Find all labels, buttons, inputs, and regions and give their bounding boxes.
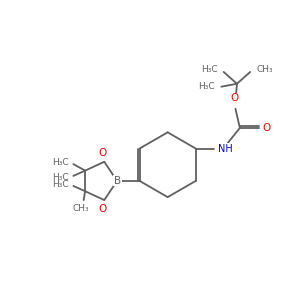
Text: NH: NH bbox=[218, 143, 232, 154]
Text: O: O bbox=[98, 148, 106, 158]
Text: CH₃: CH₃ bbox=[72, 205, 89, 214]
Text: O: O bbox=[98, 204, 106, 214]
Text: B: B bbox=[114, 176, 121, 186]
Text: CH₃: CH₃ bbox=[256, 64, 273, 74]
Text: O: O bbox=[263, 123, 271, 133]
Text: H₃C: H₃C bbox=[52, 180, 69, 189]
Text: H₃C: H₃C bbox=[52, 172, 69, 182]
Text: H₃C: H₃C bbox=[201, 64, 218, 74]
Text: H₃C: H₃C bbox=[198, 82, 215, 91]
Text: O: O bbox=[230, 94, 239, 103]
Text: H₃C: H₃C bbox=[52, 158, 69, 167]
